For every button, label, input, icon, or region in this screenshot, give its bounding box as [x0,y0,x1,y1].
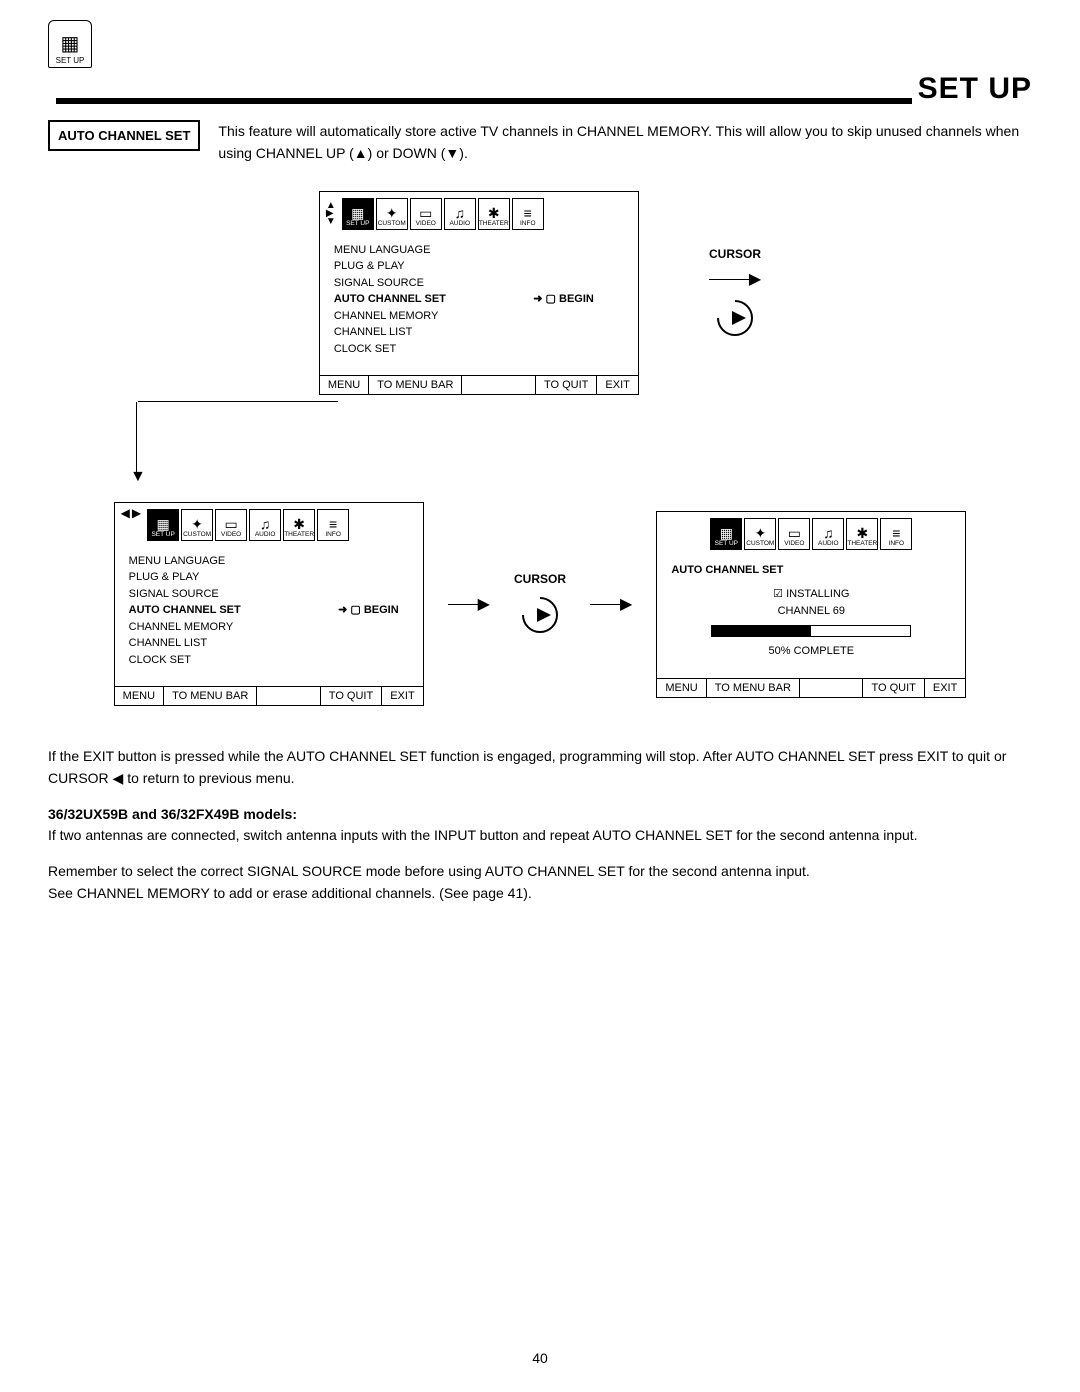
page-number: 40 [0,1350,1080,1366]
osd-body: MENU LANGUAGE PLUG & PLAY SIGNAL SOURCE … [320,232,638,376]
tab-setup: ▦SET UP [342,198,374,230]
installing-complete: 50% COMPLETE [671,643,951,660]
tab-custom: ✦CUSTOM [181,509,213,541]
nav-lr-icon: ◀▶ [121,509,141,541]
osd-body: MENU LANGUAGE PLUG & PLAY SIGNAL SOURCE … [115,543,423,687]
installing-line1: ☑ INSTALLING [671,586,951,603]
setup-glyph: ▦ [61,34,80,54]
paragraph: If the EXIT button is pressed while the … [48,746,1032,789]
footer-menu: MENU [115,687,164,705]
menu-item: CHANNEL LIST [334,324,624,341]
body-text: If the EXIT button is pressed while the … [48,746,1032,904]
menu-item-label: AUTO CHANNEL SET [129,602,241,619]
models-heading: 36/32UX59B and 36/32FX49B models: [48,806,297,822]
tab-info: ≡INFO [880,518,912,550]
paragraph: Remember to select the correct SIGNAL SO… [48,861,1032,904]
osd-footer: MENU TO MENU BAR TO QUIT EXIT [320,375,638,394]
installing-title: AUTO CHANNEL SET [671,562,951,579]
cursor-block-2: CURSOR [514,572,566,636]
menu-item-selected: AUTO CHANNEL SET ➜ ▢ BEGIN [129,602,409,619]
osd-screen-2: ◀▶ ▦SET UP ✦CUSTOM ▭VIDEO ♫AUDIO ✱THEATE… [114,502,424,707]
menu-item: CLOCK SET [334,341,624,358]
corner-icon-label: SET UP [56,56,85,65]
tab-theater: ✱THEATER [478,198,510,230]
cursor-label: CURSOR [709,247,761,261]
cursor-label: CURSOR [514,572,566,586]
menu-item: PLUG & PLAY [334,258,624,275]
paragraph-text: Remember to select the correct SIGNAL SO… [48,863,810,879]
header-row: SET UP [48,72,1032,106]
header-rule [56,98,912,104]
menu-item-label: AUTO CHANNEL SET [334,291,446,308]
intro-text: This feature will automatically store ac… [218,120,1032,165]
section-label: AUTO CHANNEL SET [48,120,200,151]
menu-item: CLOCK SET [129,652,409,669]
osd-tabbar: ▦SET UP ✦CUSTOM ▭VIDEO ♫AUDIO ✱THEATER ≡… [657,512,965,552]
osd-body-installing: AUTO CHANNEL SET ☑ INSTALLING CHANNEL 69… [657,552,965,678]
menu-item: MENU LANGUAGE [334,242,624,259]
footer-menubar: TO MENU BAR [707,679,800,697]
menu-item: MENU LANGUAGE [129,553,409,570]
menu-item-selected: AUTO CHANNEL SET ➜ ▢ BEGIN [334,291,624,308]
menu-item: SIGNAL SOURCE [334,275,624,292]
tab-info: ≡INFO [512,198,544,230]
paragraph-text: See CHANNEL MEMORY to add or erase addit… [48,885,532,901]
tab-custom: ✦CUSTOM [376,198,408,230]
footer-menubar: TO MENU BAR [369,376,462,394]
arrow-2: ▶ [590,594,632,614]
begin-label: ➜ ▢ BEGIN [533,291,594,308]
menu-item: CHANNEL MEMORY [334,308,624,325]
arrow-1: ▶ [448,594,490,614]
footer-exit: EXIT [597,376,637,394]
tab-theater: ✱THEATER [846,518,878,550]
tab-info: ≡INFO [317,509,349,541]
paragraph-text: If two antennas are connected, switch an… [48,827,918,843]
footer-exit: EXIT [925,679,965,697]
menu-item: PLUG & PLAY [129,569,409,586]
flow-row-2: ◀▶ ▦SET UP ✦CUSTOM ▭VIDEO ♫AUDIO ✱THEATE… [48,502,1032,707]
tab-audio: ♫AUDIO [444,198,476,230]
footer-toquit: TO QUIT [862,679,924,697]
progress-bar [711,625,911,637]
nav-updown-icon: ▲▶▼ [326,198,336,230]
osd-screen-1: ▲▶▼ ▦SET UP ✦CUSTOM ▭VIDEO ♫AUDIO ✱THEAT… [319,191,639,396]
footer-menu: MENU [320,376,369,394]
tab-custom: ✦CUSTOM [744,518,776,550]
cursor-arrow-connector: ▶ [709,269,761,289]
intro-row: AUTO CHANNEL SET This feature will autom… [48,120,1032,165]
flow-row-1: ▲▶▼ ▦SET UP ✦CUSTOM ▭VIDEO ♫AUDIO ✱THEAT… [48,191,1032,396]
cursor-right-icon [519,594,561,636]
page-title: SET UP [918,72,1032,106]
cursor-block: CURSOR ▶ [709,247,761,339]
tab-video: ▭VIDEO [215,509,247,541]
tab-audio: ♫AUDIO [249,509,281,541]
tab-audio: ♫AUDIO [812,518,844,550]
osd-footer: MENU TO MENU BAR TO QUIT EXIT [115,686,423,705]
tab-setup: ▦SET UP [147,509,179,541]
footer-exit: EXIT [382,687,422,705]
cursor-right-icon [714,297,756,339]
begin-label: ➜ ▢ BEGIN [338,602,399,619]
tab-video: ▭VIDEO [778,518,810,550]
installing-line2: CHANNEL 69 [671,603,951,620]
osd-footer: MENU TO MENU BAR TO QUIT EXIT [657,678,965,697]
footer-menubar: TO MENU BAR [164,687,257,705]
progress-fill [712,626,811,636]
menu-item: CHANNEL MEMORY [129,619,409,636]
tab-video: ▭VIDEO [410,198,442,230]
osd-tabbar: ▲▶▼ ▦SET UP ✦CUSTOM ▭VIDEO ♫AUDIO ✱THEAT… [320,192,638,232]
footer-toquit: TO QUIT [535,376,597,394]
tab-setup: ▦SET UP [710,518,742,550]
footer-toquit: TO QUIT [320,687,382,705]
osd-screen-3: ▦SET UP ✦CUSTOM ▭VIDEO ♫AUDIO ✱THEATER ≡… [656,511,966,698]
tab-theater: ✱THEATER [283,509,315,541]
osd-tabbar: ◀▶ ▦SET UP ✦CUSTOM ▭VIDEO ♫AUDIO ✱THEATE… [115,503,423,543]
footer-menu: MENU [657,679,706,697]
corner-setup-icon: ▦ SET UP [48,20,92,68]
paragraph: 36/32UX59B and 36/32FX49B models: If two… [48,804,1032,847]
down-connector-2: ▼ [136,402,1032,482]
menu-item: CHANNEL LIST [129,635,409,652]
menu-item: SIGNAL SOURCE [129,586,409,603]
